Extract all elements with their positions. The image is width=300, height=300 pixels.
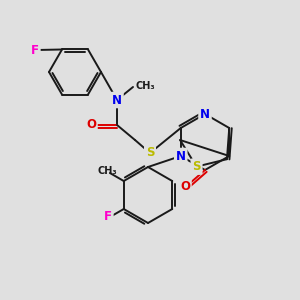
Text: F: F — [31, 44, 39, 56]
Text: O: O — [86, 118, 96, 131]
Text: S: S — [146, 146, 154, 160]
Text: F: F — [104, 211, 112, 224]
Text: N: N — [176, 149, 186, 163]
Text: N: N — [200, 107, 210, 121]
Text: S: S — [192, 160, 201, 173]
Text: CH₃: CH₃ — [135, 81, 154, 91]
Text: O: O — [180, 179, 190, 193]
Text: N: N — [112, 94, 122, 106]
Text: CH₃: CH₃ — [97, 166, 117, 176]
